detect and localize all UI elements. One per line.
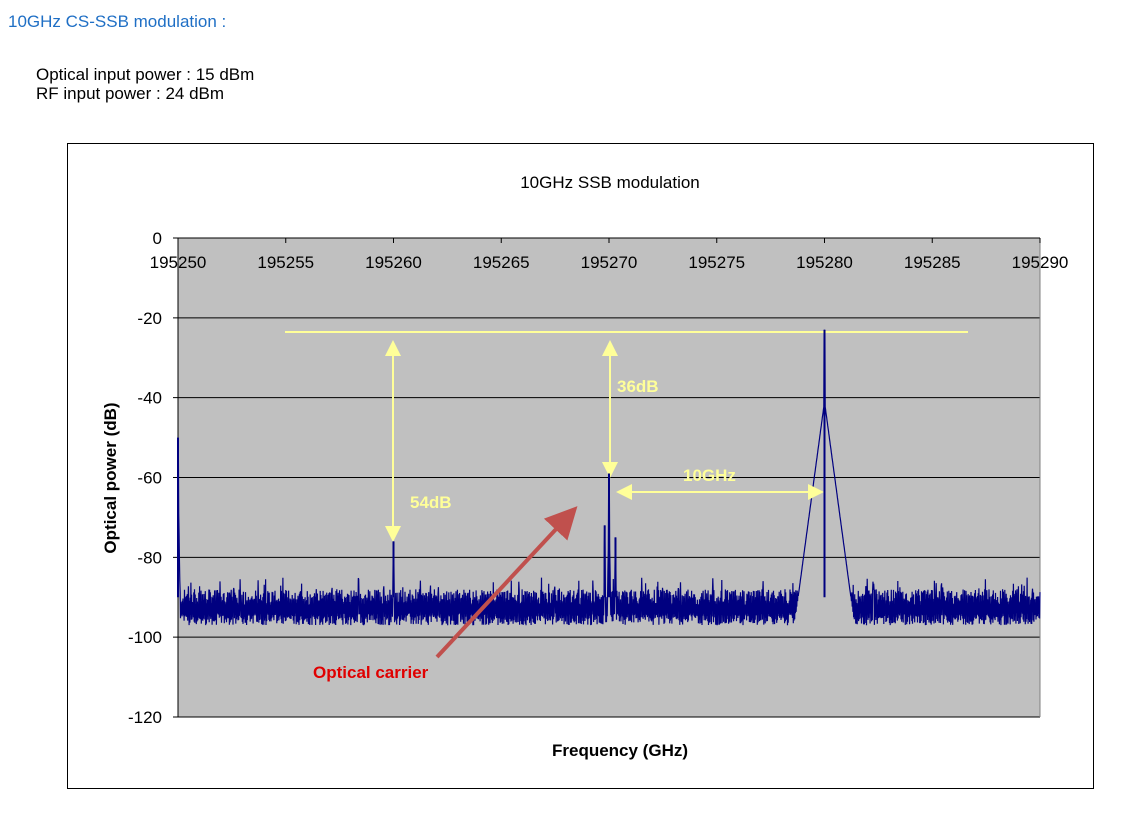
- x-tick-label: 195265: [473, 253, 530, 272]
- y-tick-label: -80: [137, 548, 162, 567]
- carrier-arrow: [435, 506, 578, 659]
- y-tick-label: -20: [137, 309, 162, 328]
- section-heading: 10GHz CS-SSB modulation :: [8, 12, 227, 31]
- label-54db: 54dB: [410, 493, 452, 512]
- y-tick-label: -100: [128, 628, 162, 647]
- x-tick-label: 195260: [365, 253, 422, 272]
- annotations: 54dB 36dB 10GHz Optical carrier: [285, 331, 968, 682]
- label-optical-carrier: Optical carrier: [313, 663, 429, 682]
- x-axis-label: Frequency (GHz): [552, 741, 688, 760]
- label-10ghz: 10GHz: [683, 466, 736, 485]
- x-tick-label: 195270: [581, 253, 638, 272]
- chart-title: 10GHz SSB modulation: [520, 173, 700, 192]
- x-tick-label: 195285: [904, 253, 961, 272]
- x-tick-label: 195290: [1012, 253, 1069, 272]
- y-tick-label: -120: [128, 708, 162, 727]
- chart-frame: [67, 143, 1094, 789]
- y-tick-label: 0: [153, 229, 162, 248]
- optical-input-power: Optical input power : 15 dBm: [36, 65, 255, 84]
- x-tick-label: 195280: [796, 253, 853, 272]
- x-tick-label: 195250: [150, 253, 207, 272]
- y-tick-label: -60: [137, 469, 162, 488]
- y-tick-label: -40: [137, 389, 162, 408]
- x-tick-label: 195255: [257, 253, 314, 272]
- label-36db: 36dB: [617, 377, 659, 396]
- rf-input-power: RF input power : 24 dBm: [36, 84, 225, 103]
- x-tick-label: 195275: [688, 253, 745, 272]
- y-axis-label: Optical power (dB): [101, 402, 120, 553]
